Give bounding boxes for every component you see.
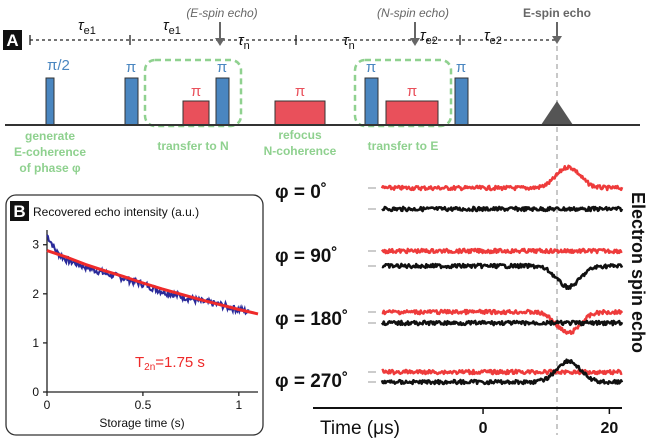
y-tick-label: 2 [32, 287, 39, 301]
phase-label: φ = 270˚ [275, 371, 348, 392]
pulse-label: π [407, 83, 417, 100]
panel-c: φ = 0˚ φ = 90˚ φ = 180˚ φ = 270˚ 0 20 Tim… [275, 164, 648, 439]
time-axis-label: Time (μs) [320, 418, 400, 439]
black-trace [381, 262, 624, 290]
generate-label: of phase φ [19, 161, 81, 175]
interval-label: τe2 [420, 27, 438, 47]
decay-plot: 0 1 2 3 0 0.5 1 [32, 230, 259, 412]
n-spin-echo-mid-label: (N-spin echo) [377, 6, 449, 20]
phase-label: φ = 90˚ [275, 246, 338, 267]
data-trace [46, 234, 250, 316]
electron-pulse-pi [124, 77, 139, 126]
generate-label: E-coherence [14, 145, 86, 159]
pulse-label: π [366, 59, 376, 76]
echo-triangle [541, 101, 573, 125]
panel-b-title: Recovered echo intensity (a.u.) [33, 205, 199, 219]
panel-b-badge [10, 201, 29, 221]
generate-label: generate [25, 129, 75, 143]
trace-reference-ticks [368, 187, 376, 383]
time-axis-ticks: 0 20 [479, 408, 618, 437]
interval-label: τe1 [78, 17, 96, 37]
interval-label: τe2 [484, 27, 502, 47]
panel-b-frame [5, 194, 264, 436]
panel-a: A τe1 τe1 τn τn τe2 τe2 (E-spin echo) (N… [3, 6, 640, 435]
phase-label: φ = 180˚ [275, 309, 348, 330]
x-tick-label: 0.5 [135, 398, 152, 412]
step-labels: generate E-coherence of phase φ transfer… [14, 128, 438, 175]
interval-label: τe1 [163, 17, 181, 37]
black-trace [380, 358, 624, 386]
timeline-ticks [29, 35, 461, 45]
transfer-to-n-label: transfer to N [157, 139, 228, 153]
phase-label: φ = 0˚ [275, 182, 327, 203]
nuclear-pulse-pi [182, 100, 210, 126]
nuclear-pulse-pi [274, 100, 326, 126]
time-tick-label: 0 [479, 420, 488, 437]
fit-label: T2n=1.75 s [135, 354, 205, 373]
red-trace [380, 247, 623, 255]
x-tick-label: 0 [44, 398, 51, 412]
e-spin-echo-mid-label: (E-spin echo) [186, 6, 257, 20]
e-spin-echo-final-label: E-spin echo [523, 6, 591, 20]
interval-label: τn [238, 32, 250, 52]
interval-labels: τe1 τe1 τn τn τe2 τe2 [78, 17, 502, 52]
pulse-label: π [191, 83, 201, 100]
electron-pulse-half [45, 77, 55, 126]
panel-a-label: A [6, 31, 18, 50]
echo-traces [380, 164, 624, 386]
panel-b-xlabel: Storage time (s) [99, 416, 184, 430]
electron-spin-echo-label: Electron spin echo [628, 192, 648, 353]
electron-pulse-pi [215, 77, 230, 126]
electron-pulse-pi [454, 77, 469, 126]
fit-line [46, 249, 259, 316]
pulse-label: π/2 [47, 57, 70, 74]
pulse-label: π [126, 59, 136, 76]
red-trace [380, 164, 624, 192]
refocus-label: N-coherence [264, 144, 337, 158]
pulse-label: π [295, 83, 305, 100]
down-arrow-icon [215, 22, 225, 46]
pulse-label: π [217, 59, 227, 76]
x-tick-label: 1 [235, 398, 242, 412]
refocus-label: refocus [278, 128, 322, 142]
axis-ticks: 0 1 2 3 0 0.5 1 [32, 238, 242, 412]
y-tick-label: 0 [32, 385, 39, 399]
panel-b-label: B [13, 202, 25, 221]
phase-labels: φ = 0˚ φ = 90˚ φ = 180˚ φ = 270˚ [275, 182, 348, 392]
time-tick-label: 20 [600, 420, 618, 437]
nuclear-pulse-pi [385, 100, 439, 126]
interval-label: τn [343, 32, 355, 52]
transfer-to-e-label: transfer to E [368, 139, 439, 153]
down-arrow-icon [552, 22, 562, 44]
panel-a-badge [3, 30, 22, 50]
black-trace [381, 205, 624, 213]
y-tick-label: 3 [32, 238, 39, 252]
electron-pulse-pi [364, 77, 379, 126]
black-trace [380, 319, 624, 327]
down-arrow-icon [410, 22, 420, 46]
y-tick-label: 1 [32, 336, 39, 350]
pulse-labels: π/2 π π π π π π π [47, 57, 466, 100]
pulse-label: π [456, 59, 466, 76]
